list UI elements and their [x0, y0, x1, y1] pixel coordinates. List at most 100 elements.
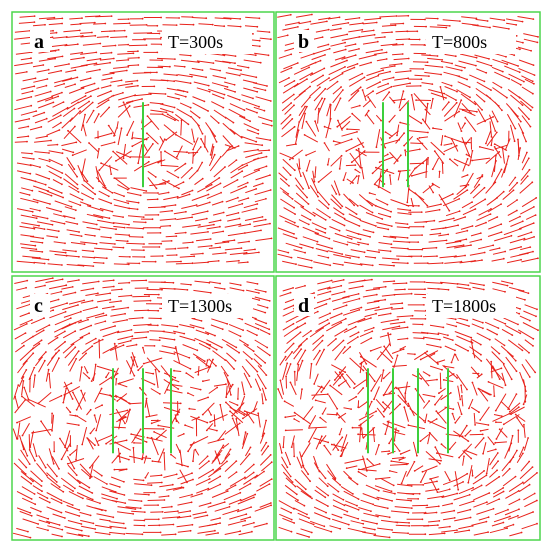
- vector-head: [264, 218, 267, 221]
- vector-head: [355, 149, 358, 151]
- vector-head: [223, 25, 226, 28]
- vector-head: [465, 142, 467, 145]
- vector: [31, 257, 49, 261]
- vector: [298, 106, 306, 117]
- vector-head: [390, 85, 393, 88]
- vector-head: [362, 146, 365, 148]
- vector: [437, 359, 446, 363]
- vector-head: [493, 443, 495, 446]
- vector-head: [493, 146, 496, 148]
- vector-head: [378, 161, 381, 164]
- vector: [152, 460, 162, 463]
- vector-head: [114, 441, 117, 444]
- vector-head: [300, 247, 303, 249]
- vector-head: [127, 59, 130, 61]
- vector-head: [439, 346, 442, 349]
- vector: [451, 353, 456, 363]
- vector: [36, 462, 48, 477]
- vector-head: [257, 148, 259, 151]
- vector-head: [186, 289, 189, 291]
- vector: [85, 338, 97, 345]
- vector-head: [323, 142, 326, 144]
- vector-head: [166, 388, 169, 391]
- vector-head: [66, 106, 69, 109]
- vector: [192, 511, 207, 516]
- vector: [211, 201, 223, 206]
- vector-head: [219, 155, 222, 158]
- vector-head: [478, 411, 480, 414]
- vector-head: [464, 435, 467, 437]
- vector-head: [424, 318, 427, 320]
- vector-head: [451, 412, 454, 415]
- vector: [308, 426, 327, 429]
- vector-head: [136, 79, 139, 82]
- vector: [205, 359, 209, 367]
- vector-head: [97, 87, 100, 90]
- vector: [259, 502, 272, 508]
- vector: [381, 294, 395, 297]
- vector-head: [99, 502, 101, 505]
- vector-head: [56, 475, 58, 478]
- vector-head: [243, 414, 246, 416]
- vector-head: [288, 158, 291, 161]
- vector: [329, 226, 340, 232]
- vector: [361, 29, 374, 33]
- vector-head: [260, 152, 263, 154]
- vector-head: [156, 24, 159, 27]
- vector: [350, 520, 364, 525]
- vector-head: [482, 452, 484, 455]
- vector-head: [326, 393, 329, 396]
- vector-head: [329, 312, 331, 315]
- vector: [166, 170, 179, 178]
- vector: [243, 248, 256, 252]
- vector: [495, 393, 507, 411]
- vector: [100, 162, 119, 171]
- vector: [359, 263, 373, 266]
- vector-head: [249, 446, 252, 449]
- vector: [320, 379, 331, 393]
- vector: [509, 402, 521, 413]
- vector-head: [293, 411, 296, 414]
- vector: [423, 512, 437, 515]
- vector: [66, 532, 83, 537]
- vector: [470, 340, 476, 359]
- vector: [296, 456, 303, 468]
- vector-head: [447, 101, 450, 104]
- vector: [358, 433, 376, 436]
- vector-head: [392, 76, 395, 79]
- vector: [194, 280, 210, 284]
- vector-head: [137, 84, 139, 87]
- vector-head: [440, 459, 442, 462]
- vector-head: [469, 96, 471, 99]
- vector: [51, 357, 60, 373]
- vector-head: [347, 22, 350, 24]
- vector: [46, 520, 60, 526]
- vector: [422, 247, 437, 250]
- vector: [366, 458, 375, 467]
- vector: [285, 477, 296, 487]
- vector-head: [248, 240, 251, 243]
- vector: [341, 36, 360, 41]
- vector: [309, 327, 324, 338]
- vector-head: [333, 379, 336, 381]
- vector-head: [508, 28, 510, 30]
- vector: [327, 157, 330, 165]
- vector-head: [451, 502, 453, 505]
- vector-head: [533, 82, 535, 85]
- vector: [20, 85, 35, 90]
- vector-head: [481, 390, 484, 392]
- vector-head: [324, 54, 326, 56]
- vector-head: [524, 298, 526, 301]
- vector: [96, 170, 106, 187]
- vector-head: [345, 150, 348, 153]
- vector-head: [357, 90, 360, 92]
- vector-head: [498, 352, 501, 355]
- vector-head: [358, 225, 361, 227]
- vector: [69, 233, 82, 237]
- vector: [345, 229, 359, 235]
- vector: [376, 407, 385, 418]
- vector-head: [419, 85, 422, 87]
- vector-head: [48, 324, 51, 326]
- vector-head: [238, 259, 240, 262]
- vector-head: [345, 304, 348, 307]
